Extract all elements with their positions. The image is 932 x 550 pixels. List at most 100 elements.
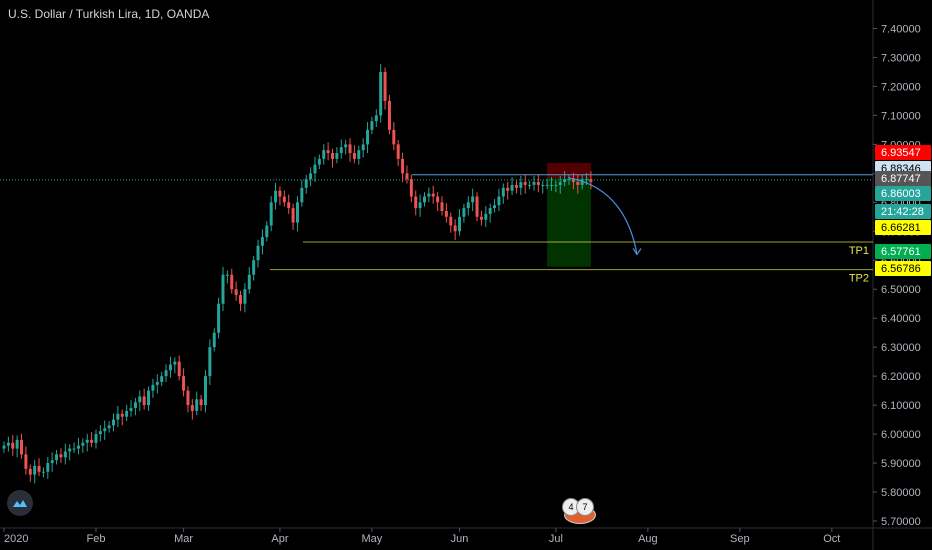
candle[interactable] — [317, 158, 321, 165]
candle[interactable] — [142, 396, 146, 406]
candle[interactable] — [387, 100, 391, 130]
candle[interactable] — [357, 150, 361, 159]
candle[interactable] — [243, 289, 247, 304]
candle[interactable] — [76, 445, 80, 449]
candle[interactable] — [304, 179, 308, 188]
candle[interactable] — [15, 439, 19, 449]
candle[interactable] — [440, 202, 444, 212]
candle[interactable] — [335, 153, 339, 159]
candle[interactable] — [20, 439, 24, 455]
candle[interactable] — [247, 274, 251, 290]
candle[interactable] — [282, 196, 286, 203]
candle[interactable] — [287, 202, 291, 209]
candle[interactable] — [278, 190, 282, 197]
candle[interactable] — [173, 361, 177, 365]
candle[interactable] — [274, 190, 278, 203]
candle[interactable] — [383, 71, 387, 101]
candle[interactable] — [344, 144, 348, 148]
candle[interactable] — [59, 454, 63, 458]
candle[interactable] — [6, 442, 10, 446]
candle[interactable] — [567, 179, 571, 181]
candle[interactable] — [436, 196, 440, 203]
candle[interactable] — [462, 208, 466, 217]
candle[interactable] — [519, 182, 523, 188]
candle[interactable] — [479, 216, 483, 220]
candle[interactable] — [24, 454, 28, 469]
candle[interactable] — [199, 399, 203, 406]
candle[interactable] — [501, 187, 505, 197]
candle[interactable] — [265, 225, 269, 238]
candle[interactable] — [475, 196, 479, 217]
candle[interactable] — [160, 376, 164, 382]
candle[interactable] — [418, 202, 422, 209]
candle[interactable] — [427, 193, 431, 197]
candle[interactable] — [291, 208, 295, 223]
candle[interactable] — [300, 187, 304, 203]
candle[interactable] — [151, 384, 155, 391]
candle[interactable] — [186, 390, 190, 406]
candle[interactable] — [352, 153, 356, 159]
candle[interactable] — [405, 173, 409, 180]
candle[interactable] — [339, 147, 343, 154]
candle[interactable] — [493, 205, 497, 209]
candle[interactable] — [164, 370, 168, 377]
candle[interactable] — [466, 202, 470, 209]
candle[interactable] — [234, 289, 238, 296]
candle[interactable] — [260, 237, 264, 246]
candle[interactable] — [11, 442, 15, 449]
candle[interactable] — [532, 182, 536, 185]
candle[interactable] — [484, 213, 488, 220]
candle[interactable] — [221, 274, 225, 304]
candle[interactable] — [453, 225, 457, 232]
candle[interactable] — [444, 211, 448, 217]
tradingview-cloud-icon[interactable] — [7, 490, 33, 516]
candle[interactable] — [506, 187, 510, 191]
candle[interactable] — [409, 179, 413, 197]
candle[interactable] — [2, 445, 6, 449]
candle[interactable] — [208, 347, 212, 377]
candle[interactable] — [239, 295, 243, 304]
candle[interactable] — [168, 364, 172, 371]
candle[interactable] — [50, 460, 54, 464]
candle[interactable] — [217, 303, 221, 333]
tp-annotation-tp2[interactable]: TP2 — [849, 273, 869, 285]
candle[interactable] — [458, 216, 462, 232]
symbol-title[interactable]: U.S. Dollar / Turkish Lira, 1D, OANDA — [8, 7, 210, 21]
profit-target-zone[interactable] — [547, 178, 591, 267]
candle[interactable] — [313, 164, 317, 174]
candle[interactable] — [392, 129, 396, 145]
candle[interactable] — [523, 182, 527, 185]
candle[interactable] — [326, 150, 330, 154]
candle[interactable] — [33, 465, 37, 475]
candle[interactable] — [536, 182, 540, 185]
candle[interactable] — [497, 196, 501, 206]
candle[interactable] — [55, 454, 59, 461]
tp-annotation-tp1[interactable]: TP1 — [849, 245, 869, 257]
candle[interactable] — [98, 431, 102, 435]
candle[interactable] — [252, 260, 256, 275]
candle[interactable] — [103, 428, 107, 432]
candle[interactable] — [63, 451, 67, 458]
candle[interactable] — [133, 402, 137, 409]
candle[interactable] — [190, 405, 194, 411]
candle[interactable] — [541, 184, 545, 186]
candle[interactable] — [46, 463, 50, 472]
candle[interactable] — [309, 173, 313, 180]
candle[interactable] — [585, 179, 589, 181]
candle[interactable] — [212, 332, 216, 348]
candle[interactable] — [28, 468, 32, 475]
candle[interactable] — [195, 399, 199, 411]
candle[interactable] — [225, 274, 229, 276]
candle[interactable] — [361, 144, 365, 151]
candle[interactable] — [550, 184, 553, 186]
candle[interactable] — [182, 376, 186, 391]
candle[interactable] — [449, 216, 453, 226]
candle[interactable] — [488, 208, 492, 214]
candle[interactable] — [580, 179, 584, 185]
candle[interactable] — [589, 179, 593, 183]
candle[interactable] — [374, 115, 378, 122]
candle[interactable] — [331, 153, 334, 159]
candle[interactable] — [41, 471, 45, 473]
candle[interactable] — [116, 413, 120, 420]
